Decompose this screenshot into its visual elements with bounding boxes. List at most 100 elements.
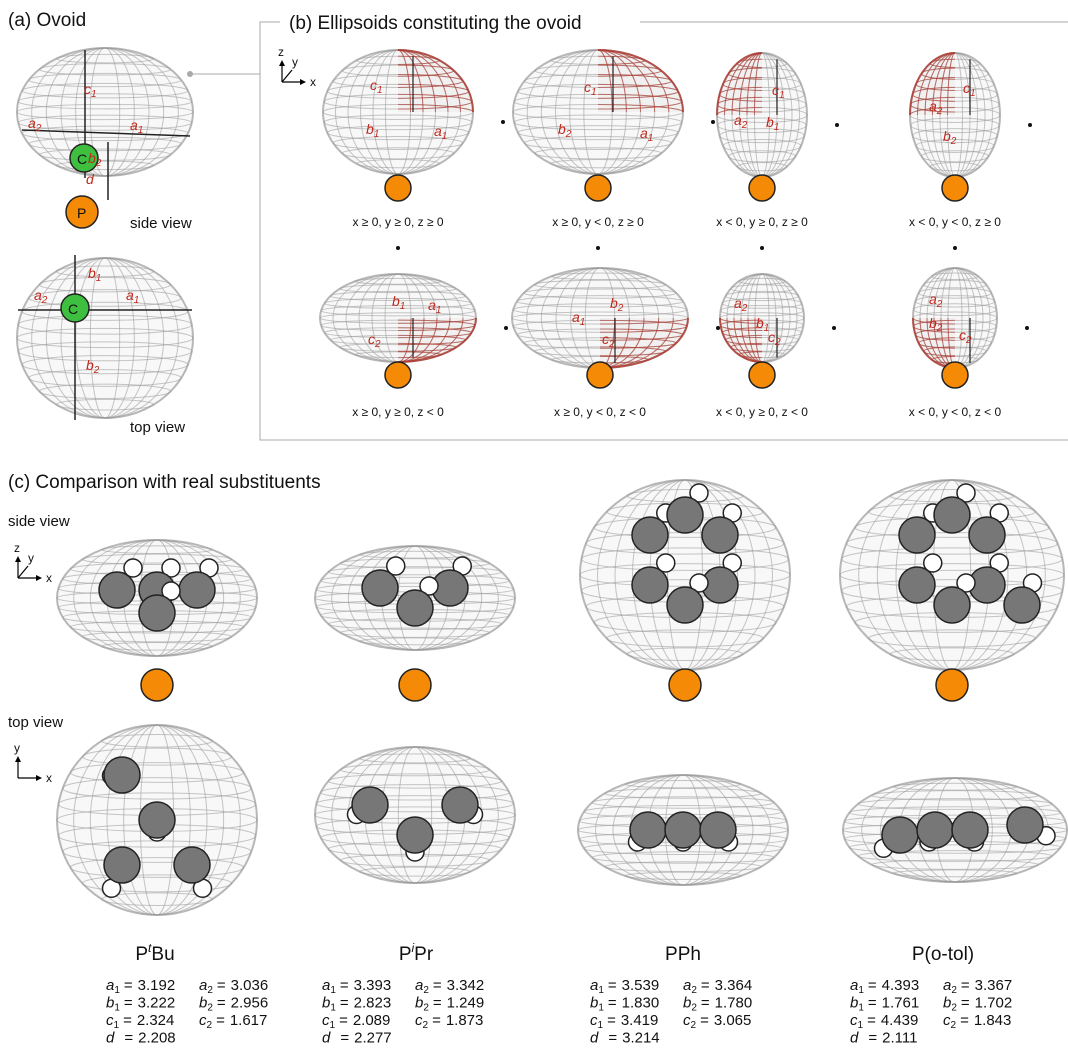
point [1025, 326, 1029, 330]
label-letter: a [130, 117, 138, 133]
parameter-subscript: 2 [423, 985, 429, 996]
label-letter: a [929, 98, 937, 114]
atom-c [362, 570, 398, 606]
ellipsoid [323, 50, 473, 174]
ellipsoid [910, 53, 1000, 177]
parameter-symbol: a [199, 977, 207, 994]
parameter: c1=3.419 [590, 1012, 658, 1031]
atom-p [587, 362, 613, 388]
equals: = [340, 1030, 349, 1047]
atom-c [174, 847, 210, 883]
atom-c [99, 572, 135, 608]
connector-dot [187, 71, 193, 77]
name-part: P [135, 944, 148, 965]
parameter-value: 3.364 [715, 977, 753, 994]
parameter-value: 3.192 [138, 977, 176, 994]
panel-c-title: (c) Comparison with real substituents [8, 472, 321, 493]
axis-arrow [15, 756, 21, 762]
point [501, 120, 505, 124]
parameter-subscript: 1 [598, 1020, 604, 1031]
equals: = [217, 977, 226, 994]
parameter-value: 3.539 [622, 977, 660, 994]
parameter-subscript: 1 [114, 985, 120, 996]
parameter-symbol: a [683, 977, 691, 994]
parameter-value: 1.702 [975, 995, 1013, 1012]
point [832, 326, 836, 330]
parameter-subscript: 2 [951, 1003, 957, 1014]
axis-label: x [310, 75, 316, 89]
label-subscript: 2 [95, 158, 102, 169]
label-subscript: 1 [779, 90, 785, 101]
axis-arrow [279, 60, 285, 66]
parameter-subscript: 1 [858, 1003, 864, 1014]
caption: side view [130, 215, 192, 232]
parameter-value: 2.111 [882, 1030, 917, 1047]
ellipsoid [512, 268, 688, 368]
atom-c [899, 567, 935, 603]
label-letter: b [366, 121, 374, 137]
parameter: a2=3.364 [683, 977, 752, 996]
ellipsoid [913, 268, 997, 368]
atom-p [749, 175, 775, 201]
label-subscript: 1 [580, 317, 586, 328]
atom-c [397, 817, 433, 853]
label-letter: a [428, 297, 436, 313]
equals: = [961, 995, 970, 1012]
label-letter: b [929, 315, 937, 331]
parameter: c1=4.439 [850, 1012, 918, 1031]
parameter-value: 2.956 [231, 995, 269, 1012]
parameter: a2=3.342 [415, 977, 484, 996]
ellipsoid [717, 53, 807, 177]
atom-c [700, 812, 736, 848]
parameter: b1=1.761 [850, 995, 919, 1014]
ellipsoid [17, 258, 193, 418]
parameter-subscript: 1 [598, 985, 604, 996]
region-label: x ≥ 0, y < 0, z ≥ 0 [552, 215, 644, 229]
point [396, 246, 400, 250]
parameter-symbol: b [322, 995, 330, 1012]
atom-c [139, 802, 175, 838]
parameter: a1=3.539 [590, 977, 659, 996]
parameter-symbol: a [322, 977, 330, 994]
parameter-value: 3.419 [621, 1012, 659, 1029]
atom-c [179, 572, 215, 608]
parameter-symbol: a [850, 977, 858, 994]
parameter: a1=3.192 [106, 977, 175, 996]
label-letter: c [584, 79, 591, 95]
atom-c [952, 812, 988, 848]
label-letter: a [34, 287, 42, 303]
atom-p [669, 669, 701, 701]
label-letter: c [368, 331, 375, 347]
equals: = [608, 1030, 617, 1047]
atom-label: C [68, 301, 78, 317]
label-subscript: 2 [608, 339, 615, 350]
parameter-symbol: b [683, 995, 691, 1012]
label-letter: a [126, 287, 134, 303]
parameter: d=2.277 [322, 1030, 392, 1047]
atom-c [934, 497, 970, 533]
parameter: b1=1.830 [590, 995, 659, 1014]
parameter-symbol: b [943, 995, 951, 1012]
parameter-subscript: 1 [330, 1003, 336, 1014]
atom-c [969, 517, 1005, 553]
parameter-symbol: b [850, 995, 858, 1012]
equals: = [701, 995, 710, 1012]
parameter-symbol: b [415, 995, 423, 1012]
equals: = [433, 977, 442, 994]
parameter: d=2.208 [106, 1030, 176, 1047]
axis-label: z [278, 45, 284, 59]
equals: = [340, 995, 349, 1012]
atom-c [934, 587, 970, 623]
label-subscript: 1 [970, 88, 976, 99]
label-subscript: 1 [591, 87, 597, 98]
parameter-value: 4.439 [881, 1012, 919, 1029]
axis-arrow [300, 79, 306, 85]
parameter: c2=1.617 [199, 1012, 267, 1031]
label-letter: b [610, 295, 618, 311]
label-subscript: 2 [741, 303, 748, 314]
parameter-symbol: b [590, 995, 598, 1012]
parameter-subscript: 2 [691, 985, 697, 996]
point [760, 246, 764, 250]
label-subscript: 1 [134, 295, 140, 306]
